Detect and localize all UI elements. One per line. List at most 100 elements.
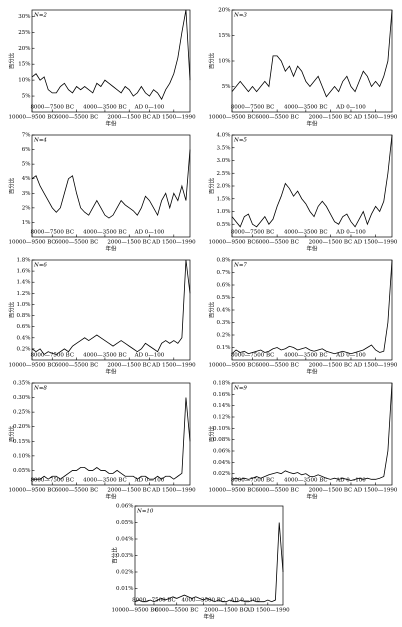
x-tick-label: 6000—5500 BC — [155, 608, 199, 614]
x-tick-label: 8000—7500 BC — [231, 353, 275, 359]
x-tick-label: 10000—9500 BC — [8, 115, 55, 121]
x-tick-label: 6000—5500 BC — [255, 363, 299, 369]
x-tick-label: 2000—1500 BC — [107, 115, 151, 121]
y-tick-label: 15% — [18, 62, 30, 68]
data-line — [31, 9, 191, 101]
x-tick-label: 6000—5500 BC — [55, 363, 99, 369]
y-tick-label: 20% — [18, 46, 30, 52]
y-tick-label: 0.6% — [217, 283, 231, 289]
x-tick-label: 10000—9500 BC — [8, 363, 55, 369]
y-tick-label: 0.15% — [13, 439, 30, 445]
y-tick-label: 3% — [22, 191, 31, 197]
panel-label: N=10 — [136, 509, 154, 515]
x-tick-label: 4000—3500 BC — [83, 353, 127, 359]
x-axis-label: 年份 — [306, 368, 318, 376]
y-axis-label: 百分比 — [208, 177, 216, 194]
y-tick-label: 0.6% — [17, 324, 31, 330]
plot-frame — [31, 259, 191, 361]
x-tick-label: 2000—1500 BC — [309, 240, 353, 246]
x-tick-label: 6000—5500 BC — [255, 488, 299, 494]
x-tick-label: AD 1500—1990 — [151, 488, 196, 494]
y-tick-label: 1.0% — [17, 302, 31, 308]
y-tick-label: 0.01% — [116, 586, 133, 592]
y-tick-label: 0.3% — [217, 320, 231, 326]
x-axis-label: 年份 — [105, 245, 117, 253]
y-tick-label: 1.6% — [17, 269, 31, 275]
y-tick-label: 3.5% — [217, 145, 231, 151]
x-tick-label: 8000—7500 BC — [231, 478, 275, 484]
x-tick-label: 8000—7500 BC — [231, 105, 275, 111]
plot-frame — [231, 9, 393, 113]
x-tick-label: 8000—7500 BC — [30, 478, 74, 484]
x-axis-label: 年份 — [306, 120, 318, 128]
x-tick-label: 4000—3500 BC — [284, 353, 328, 359]
y-axis-label: 百分比 — [111, 547, 119, 564]
y-tick-label: 0.05% — [13, 468, 30, 474]
plot-frame — [231, 259, 393, 361]
x-tick-label: AD 0—100 — [229, 598, 260, 604]
y-tick-label: 0.03% — [116, 553, 133, 559]
y-tick-label: 0.2% — [17, 346, 31, 352]
x-tick-label: AD 1500—1990 — [151, 240, 196, 246]
x-tick-label: 4000—3500 BC — [284, 105, 328, 111]
x-tick-label: 2000—1500 BC — [309, 363, 353, 369]
x-tick-label: AD 0—100 — [134, 353, 165, 359]
panel-label: N=6 — [33, 263, 47, 269]
x-tick-label: 2000—1500 BC — [107, 240, 151, 246]
y-axis-label: 百分比 — [8, 425, 16, 442]
x-tick-label: 8000—7500 BC — [231, 230, 275, 236]
x-axis-label: 年份 — [105, 368, 117, 376]
x-tick-label: AD 0—100 — [134, 478, 165, 484]
x-tick-label: 4000—3500 BC — [83, 230, 127, 236]
y-tick-label: 0.30% — [13, 395, 30, 401]
x-tick-label: 2000—1500 BC — [309, 115, 353, 121]
x-tick-label: 4000—3500 BC — [284, 230, 328, 236]
y-tick-label: 0.2% — [217, 333, 231, 339]
x-tick-label: 10000—9500 BC — [8, 240, 55, 246]
x-tick-label: 10000—9500 BC — [208, 363, 255, 369]
x-tick-label: 8000—7500 BC — [30, 105, 74, 111]
x-tick-label: 6000—5500 BC — [255, 115, 299, 121]
y-tick-label: 2.0% — [217, 184, 231, 190]
x-tick-label: 6000—5500 BC — [55, 115, 99, 121]
panel-label: N=3 — [233, 13, 247, 19]
y-axis-label: 百分比 — [8, 177, 16, 194]
y-tick-label: 0.12% — [213, 415, 230, 421]
y-tick-label: 0.16% — [213, 392, 230, 398]
plot-frame — [134, 505, 284, 606]
y-tick-label: 0.4% — [217, 308, 231, 314]
y-tick-label: 0.18% — [213, 381, 230, 387]
y-tick-label: 0.08% — [213, 437, 230, 443]
y-tick-label: 3.0% — [217, 158, 231, 164]
y-tick-label: 0.25% — [13, 410, 30, 416]
y-tick-label: 5% — [22, 162, 31, 168]
x-axis-label: 年份 — [203, 613, 215, 621]
y-tick-label: 1.4% — [17, 280, 31, 286]
data-line — [231, 9, 393, 98]
x-tick-label: 4000—3500 BC — [83, 105, 127, 111]
panel-label: N=5 — [233, 138, 247, 144]
x-tick-label: AD 1500—1990 — [353, 363, 398, 369]
x-tick-label: 2000—1500 BC — [107, 363, 151, 369]
y-tick-label: 1.0% — [217, 209, 231, 215]
y-tick-label: 6% — [22, 147, 31, 153]
plot-frame — [231, 382, 393, 486]
y-tick-label: 0.10% — [13, 453, 30, 459]
x-tick-label: 8000—7500 BC — [132, 598, 176, 604]
data-line — [31, 259, 191, 355]
y-tick-label: 0.7% — [217, 270, 231, 276]
y-tick-label: 0.02% — [213, 471, 230, 477]
y-tick-label: 4% — [22, 176, 31, 182]
x-tick-label: 8000—7500 BC — [30, 230, 74, 236]
x-tick-label: AD 0—100 — [134, 230, 165, 236]
y-axis-label: 百分比 — [208, 52, 216, 69]
x-tick-label: 4000—3500 BC — [182, 598, 226, 604]
panel-label: N=9 — [233, 386, 247, 392]
data-line — [32, 397, 191, 480]
x-axis-label: 年份 — [306, 493, 318, 501]
y-axis-label: 百分比 — [208, 301, 216, 318]
data-line — [231, 259, 393, 355]
y-tick-label: 2% — [22, 205, 31, 211]
y-tick-label: 20% — [218, 8, 230, 14]
